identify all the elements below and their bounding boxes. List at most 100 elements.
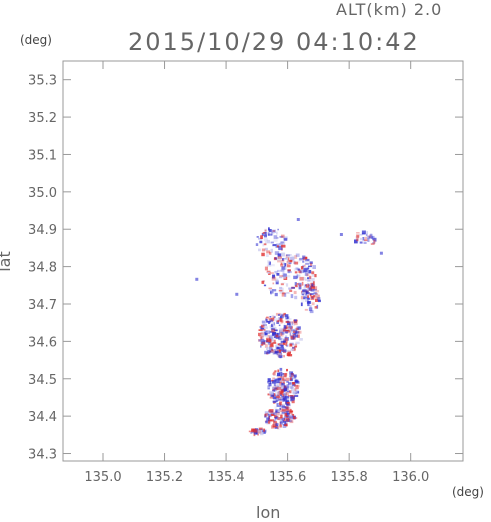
echo-cell xyxy=(285,283,289,287)
echo-cell xyxy=(280,333,284,337)
echo-cell xyxy=(248,430,252,433)
echo-cell xyxy=(279,424,282,428)
echo-cell xyxy=(267,385,271,389)
echo-cell xyxy=(278,398,283,401)
echo-cell xyxy=(299,257,304,261)
x-tick-label: 136.0 xyxy=(392,470,429,485)
echo-cell xyxy=(292,347,295,349)
echo-cell xyxy=(265,420,268,424)
echo-cell xyxy=(318,299,321,303)
echo-cell xyxy=(289,408,292,412)
echo-cell xyxy=(289,374,292,377)
echo-cell xyxy=(291,413,294,416)
echo-cell xyxy=(372,238,374,241)
echo-cell xyxy=(282,409,286,412)
echo-cell xyxy=(286,320,289,323)
echo-cell xyxy=(280,283,284,286)
y-tick-label: 34.4 xyxy=(28,410,57,425)
echo-cell xyxy=(294,394,299,397)
echo-cell xyxy=(263,428,266,432)
echo-cell xyxy=(297,268,300,271)
echo-cell xyxy=(265,413,268,417)
echo-cell xyxy=(273,336,276,339)
echo-cell xyxy=(273,383,276,387)
echo-cell xyxy=(286,380,289,383)
echo-cell xyxy=(302,255,306,259)
echo-cell xyxy=(286,410,290,413)
echo-cell xyxy=(311,271,315,275)
y-tick-label: 35.0 xyxy=(28,186,57,201)
echo-cell xyxy=(311,296,314,299)
echo-cell xyxy=(299,338,303,341)
echo-cell xyxy=(273,400,277,403)
echo-cell xyxy=(273,318,278,322)
echo-cell xyxy=(285,402,287,405)
echo-cell xyxy=(354,239,358,244)
echo-cell xyxy=(305,278,307,281)
x-tick-label: 135.2 xyxy=(146,470,183,485)
echo-cell xyxy=(281,382,284,386)
echo-cell xyxy=(304,292,308,296)
echo-cell xyxy=(277,369,280,373)
echo-cell xyxy=(308,285,312,290)
echo-cell xyxy=(292,323,296,326)
echo-cell xyxy=(267,413,272,417)
echo-cell xyxy=(289,343,293,347)
echo-cell xyxy=(286,386,289,390)
echo-cell xyxy=(271,340,275,343)
echo-cell xyxy=(266,250,271,254)
echo-cell xyxy=(276,319,280,323)
echo-cell xyxy=(286,416,289,419)
echo-cell xyxy=(288,419,293,423)
echo-cell xyxy=(291,329,296,332)
echo-cell xyxy=(266,337,271,341)
echo-cell xyxy=(279,276,283,279)
echo-cell xyxy=(282,273,287,277)
echo-cell xyxy=(272,377,275,379)
echo-cell xyxy=(277,412,280,416)
echo-cell xyxy=(276,243,280,247)
echo-cell xyxy=(257,429,261,432)
echo-cell xyxy=(263,334,267,337)
echo-cell xyxy=(285,350,289,352)
echo-cell xyxy=(251,428,255,432)
echo-cell xyxy=(267,419,271,424)
echo-cell xyxy=(269,272,274,274)
echo-cell xyxy=(264,326,268,329)
echo-cell xyxy=(286,258,289,263)
echo-cell xyxy=(276,346,280,349)
echo-cell xyxy=(269,316,272,318)
echo-cell xyxy=(279,347,284,351)
echo-cell xyxy=(277,372,281,376)
echo-cell xyxy=(273,422,276,426)
echo-cell xyxy=(311,302,315,306)
echo-cell xyxy=(364,236,368,240)
echo-cell xyxy=(286,402,290,406)
echo-cell xyxy=(292,347,296,352)
echo-cell xyxy=(270,321,275,325)
echo-cell xyxy=(282,373,284,376)
echo-cell xyxy=(289,385,293,389)
echo-cell xyxy=(264,413,267,417)
echo-cell xyxy=(283,373,287,377)
echo-cell xyxy=(281,252,286,257)
echo-cell xyxy=(275,337,280,339)
echo-cell xyxy=(299,276,304,281)
echo-cell xyxy=(260,431,264,436)
echo-cell xyxy=(295,328,297,332)
echo-cell xyxy=(261,233,264,236)
y-tick-label: 34.5 xyxy=(28,373,57,388)
echo-cell xyxy=(270,248,273,253)
echo-cell xyxy=(285,384,289,389)
echo-cell xyxy=(267,233,272,236)
echo-cell xyxy=(278,244,282,247)
echo-cell xyxy=(270,342,274,345)
echo-cell xyxy=(282,342,286,346)
echo-cell xyxy=(281,282,286,284)
echo-cell xyxy=(294,343,298,348)
echo-cell xyxy=(372,242,376,244)
echo-cell xyxy=(279,370,283,375)
echo-cell xyxy=(260,331,265,336)
echo-cell xyxy=(274,370,277,373)
echo-cell xyxy=(279,367,283,371)
